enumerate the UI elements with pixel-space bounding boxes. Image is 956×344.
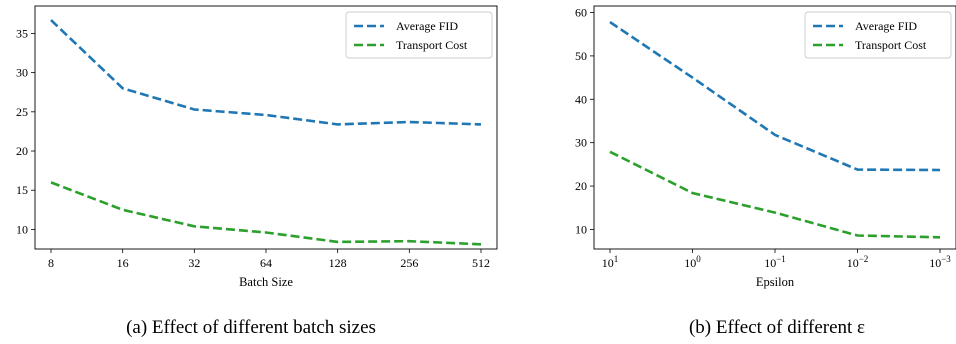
x-tick-label: 128	[329, 256, 347, 270]
x-tick-label: 101	[602, 254, 619, 270]
chart-panel-1: 10 15 20 25 30 35 8 16 32 64 128 256 512 Batch Size Av…	[16, 5, 498, 338]
x-tick-label: 8	[48, 256, 54, 270]
x-tick-base: 10	[929, 256, 941, 270]
x-tick-label: 16	[117, 256, 129, 270]
x-tick-label: 10−1	[764, 254, 786, 270]
x-tick-label: 10−3	[929, 254, 951, 270]
x-tick-exponent: 0	[696, 254, 701, 264]
x-tick-label: 100	[684, 254, 701, 270]
x-tick-exponent: −2	[859, 254, 869, 264]
series-line-transport-cost	[609, 150, 941, 239]
x-tick-exponent: −3	[941, 254, 951, 264]
x-tick-base: 10	[764, 256, 776, 270]
y-tick-label: 15	[16, 183, 28, 197]
series-line-average-fid	[609, 21, 941, 172]
x-tick-label: 512	[472, 256, 490, 270]
legend-label: Transport Cost	[855, 38, 927, 52]
x-tick-exponent: 1	[614, 254, 619, 264]
legend-box	[345, 11, 493, 59]
legend-box	[804, 11, 952, 59]
y-tick-label: 30	[575, 136, 587, 150]
x-tick-exponent: −1	[776, 254, 786, 264]
x-tick-label: 32	[188, 256, 200, 270]
legend-label: Average FID	[396, 19, 458, 33]
legend: Average FID Transport Cost	[804, 11, 952, 59]
y-tick-label: 20	[575, 179, 587, 193]
x-tick-base: 10	[684, 256, 696, 270]
y-tick-label: 10	[16, 222, 28, 236]
series-line-transport-cost	[50, 181, 482, 246]
legend-label: Average FID	[855, 19, 917, 33]
y-tick-label: 40	[575, 92, 587, 106]
y-tick-label: 25	[16, 105, 28, 119]
figure-caption: (a) Effect of different batch sizes	[126, 317, 376, 338]
y-tick-label: 50	[575, 49, 587, 63]
x-axis-label: Epsilon	[756, 275, 795, 289]
x-tick-base: 10	[847, 256, 859, 270]
x-tick-label: 10−2	[847, 254, 869, 270]
figure-caption: (b) Effect of different ε	[689, 317, 865, 338]
x-tick-base: 10	[602, 256, 614, 270]
y-tick-label: 35	[16, 26, 28, 40]
x-tick-label: 256	[400, 256, 418, 270]
x-axis-label: Batch Size	[239, 275, 293, 289]
legend: Average FID Transport Cost	[345, 11, 493, 59]
y-tick-label: 20	[16, 144, 28, 158]
y-tick-label: 10	[575, 222, 587, 236]
y-tick-label: 30	[16, 66, 28, 80]
x-tick-label: 64	[260, 256, 272, 270]
series-line-average-fid	[50, 19, 482, 126]
y-tick-label: 60	[575, 6, 587, 20]
legend-label: Transport Cost	[396, 38, 468, 52]
